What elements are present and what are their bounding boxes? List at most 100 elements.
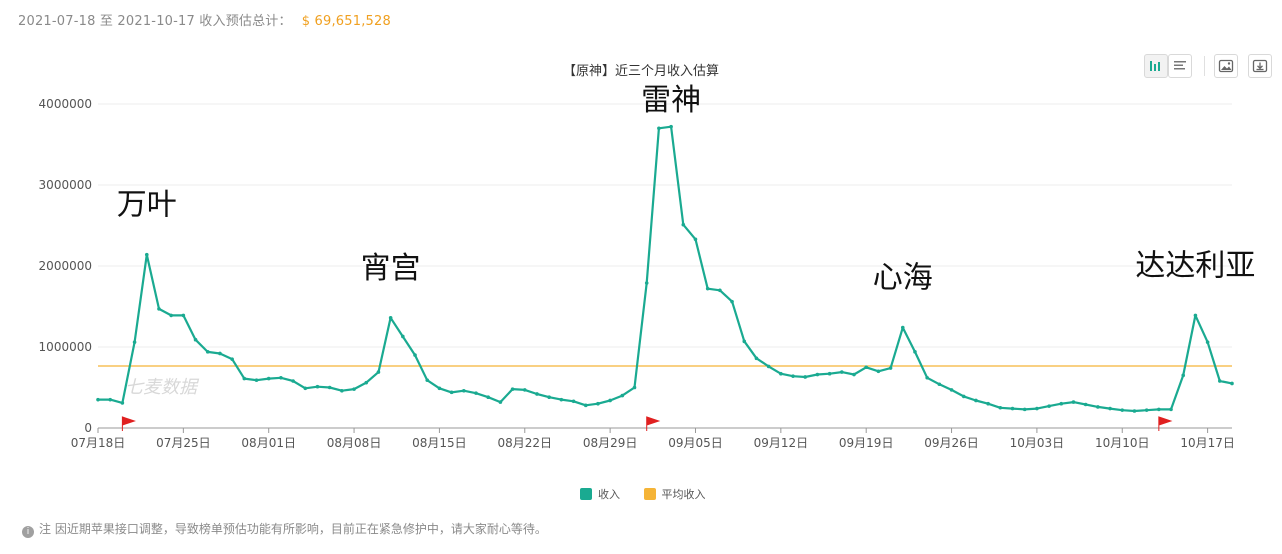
legend-item-average[interactable]: 平均收入 <box>643 486 706 502</box>
income-point <box>254 378 259 383</box>
income-point <box>620 393 625 398</box>
income-point <box>486 395 490 400</box>
footer-note: i 注 因近期苹果接口调整，导致榜单预估功能有所影响，目前正在紧急修护中，请大家耐… <box>22 520 547 538</box>
event-flag-marker <box>646 416 661 431</box>
income-point <box>1181 373 1186 378</box>
income-point <box>705 286 710 291</box>
income-point <box>1169 407 1173 412</box>
income-point <box>205 350 210 354</box>
income-point <box>925 375 929 380</box>
download-icon[interactable] <box>1248 54 1272 78</box>
event-markers <box>121 416 1173 431</box>
income-point <box>1096 405 1100 409</box>
x-tick-label: 09月05日 <box>668 436 723 450</box>
income-point <box>376 370 381 374</box>
income-point <box>425 378 430 383</box>
x-tick-label: 08月01日 <box>241 436 296 450</box>
income-point <box>413 353 417 357</box>
income-point <box>791 374 795 378</box>
image-save-icon[interactable] <box>1214 54 1238 78</box>
income-point <box>108 397 112 402</box>
footer-note-text: 注 因近期苹果接口调整，导致榜单预估功能有所影响，目前正在紧急修护中，请大家耐心… <box>39 522 547 536</box>
income-point <box>120 401 125 405</box>
income-point <box>510 387 515 391</box>
income-point <box>596 401 600 406</box>
income-point <box>303 386 308 391</box>
legend-item-income[interactable]: 收入 <box>580 486 620 502</box>
income-point <box>291 379 295 383</box>
income-point <box>462 388 466 393</box>
income-point <box>1230 381 1234 386</box>
peak-annotation: 万叶 <box>117 188 177 223</box>
income-series <box>96 124 1234 413</box>
income-point <box>96 397 100 402</box>
income-point <box>571 399 576 404</box>
income-point <box>401 334 405 339</box>
x-tick-label: 09月19日 <box>839 436 894 450</box>
income-point <box>1059 401 1064 406</box>
income-point <box>718 288 722 293</box>
income-point <box>547 395 551 400</box>
income-point <box>974 398 978 403</box>
income-point <box>193 337 198 342</box>
income-point <box>364 380 369 385</box>
peak-annotation: 达达利亚 <box>1135 248 1255 283</box>
peak-annotation: 宵宫 <box>361 251 421 286</box>
income-point <box>900 325 905 330</box>
legend-label-income: 收入 <box>598 488 620 501</box>
x-tick-label: 09月26日 <box>924 436 979 450</box>
income-point <box>888 366 893 370</box>
legend-label-average: 平均收入 <box>661 488 706 501</box>
income-point <box>949 388 954 392</box>
income-line <box>98 125 1233 413</box>
income-point <box>669 124 673 129</box>
x-tick-label: 10月10日 <box>1095 436 1150 450</box>
income-point <box>1071 400 1076 404</box>
income-point <box>998 405 1003 410</box>
income-point <box>388 316 393 320</box>
income-point <box>218 351 222 356</box>
chart-axes: 0 1000000 2000000 3000000 4000000 07月18日 07月25… <box>39 97 1235 450</box>
income-point <box>1218 379 1222 383</box>
info-icon: i <box>22 526 34 538</box>
income-point <box>498 400 503 404</box>
income-point <box>937 382 942 387</box>
bar-chart-icon[interactable] <box>1144 54 1168 78</box>
income-point <box>608 398 612 403</box>
y-tick-label: 2000000 <box>39 259 92 273</box>
income-point <box>157 307 161 311</box>
income-point <box>1035 406 1039 411</box>
peak-annotation: 雷神 <box>641 83 701 118</box>
income-point <box>279 375 283 380</box>
x-tick-label: 10月17日 <box>1180 436 1235 450</box>
income-point <box>583 403 588 408</box>
income-point <box>693 237 698 242</box>
revenue-line-chart: 0 1000000 2000000 3000000 4000000 07月18日 07月25… <box>39 83 1256 450</box>
x-tick-label: 07月25日 <box>156 436 211 450</box>
y-tick-label: 3000000 <box>39 178 92 192</box>
income-point <box>315 384 320 389</box>
income-point <box>1144 408 1149 412</box>
legend-swatch-income <box>580 488 592 500</box>
income-point <box>169 313 173 318</box>
income-point <box>913 350 917 354</box>
income-point <box>803 375 808 379</box>
income-point <box>742 339 747 344</box>
income-point <box>535 392 539 396</box>
watermark-text: 七麦数据 <box>125 377 200 397</box>
income-point <box>1193 313 1198 318</box>
legend-swatch-average <box>643 488 656 500</box>
income-point <box>1010 406 1015 411</box>
x-tick-label: 07月18日 <box>71 436 126 450</box>
chart-title: 【原神】近三个月收入估算 <box>562 64 719 79</box>
income-point <box>1205 340 1210 344</box>
income-point <box>1047 404 1051 408</box>
event-flag-marker <box>1158 416 1173 431</box>
summary-date-range: 2021-07-18 至 2021-10-17 收入预估总计： <box>18 14 292 29</box>
x-tick-label: 08月22日 <box>498 436 553 450</box>
list-icon[interactable] <box>1168 54 1192 78</box>
income-point <box>815 372 820 377</box>
chart-grid <box>98 103 1232 348</box>
income-point <box>522 388 527 392</box>
